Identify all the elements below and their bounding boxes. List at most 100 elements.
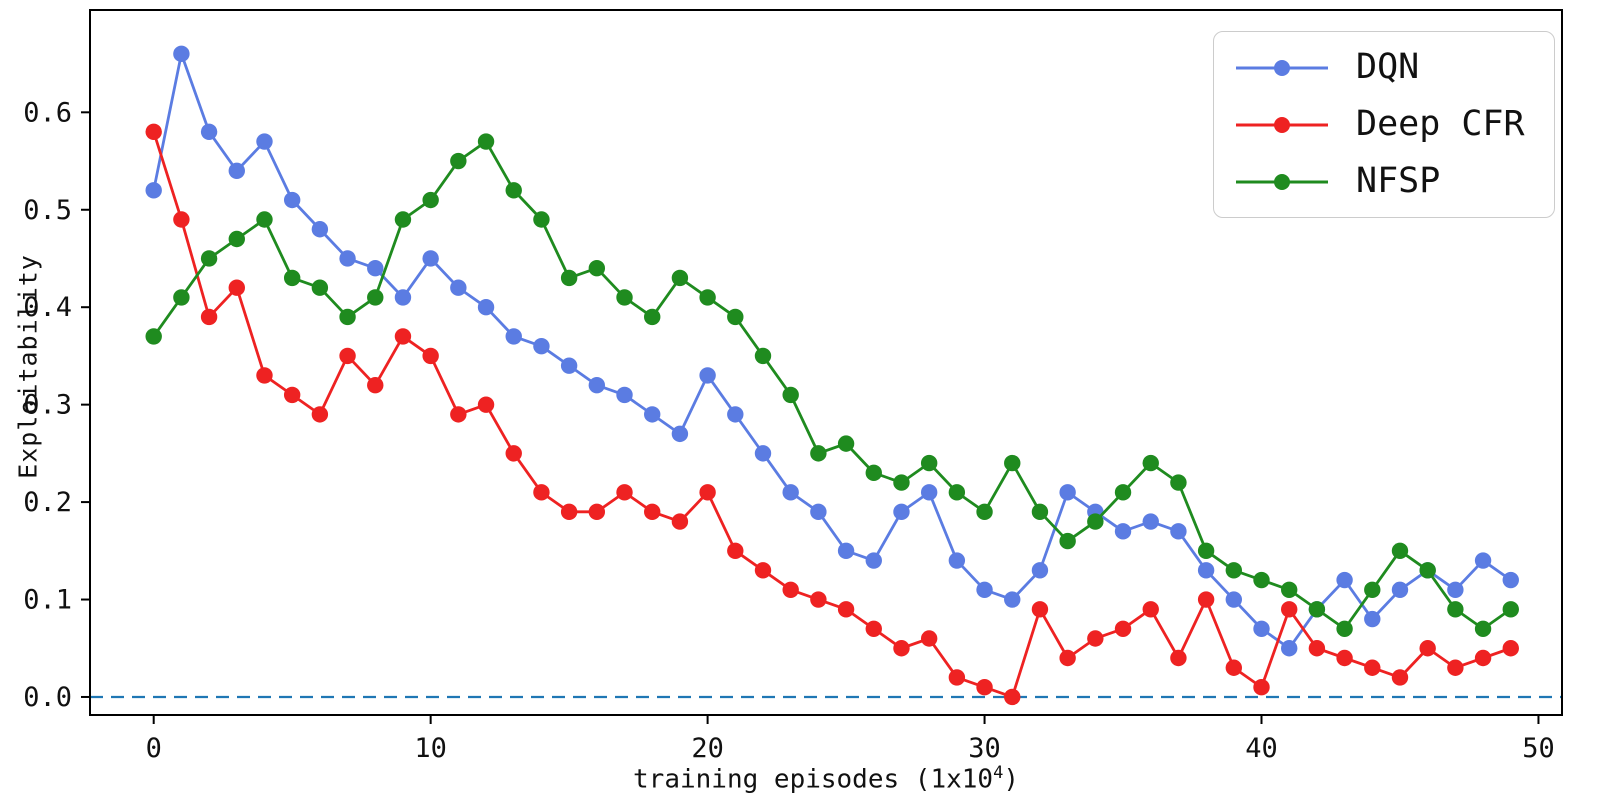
x-tick-label: 10 bbox=[414, 733, 447, 764]
data-point-nfsp-37 bbox=[1170, 474, 1187, 491]
data-point-nfsp-47 bbox=[1447, 601, 1464, 618]
y-tick-label: 0.0 bbox=[23, 682, 72, 713]
data-point-deep-cfr-34 bbox=[1087, 630, 1104, 647]
data-point-dqn-7 bbox=[339, 250, 356, 267]
legend-label-deep-cfr: Deep CFR bbox=[1356, 104, 1525, 144]
data-point-dqn-0 bbox=[145, 182, 162, 199]
data-point-nfsp-9 bbox=[394, 211, 412, 228]
data-point-dqn-43 bbox=[1336, 571, 1353, 589]
y-tick-label: 0.3 bbox=[23, 390, 72, 421]
data-point-deep-cfr-40 bbox=[1253, 679, 1270, 696]
data-point-deep-cfr-14 bbox=[533, 484, 550, 501]
data-point-nfsp-46 bbox=[1419, 562, 1436, 579]
data-point-deep-cfr-19 bbox=[671, 513, 689, 530]
data-point-dqn-33 bbox=[1059, 484, 1076, 501]
x-axis-label-close: ) bbox=[1003, 764, 1019, 795]
data-point-dqn-3 bbox=[228, 162, 245, 179]
data-point-nfsp-26 bbox=[865, 464, 882, 482]
data-point-nfsp-48 bbox=[1474, 620, 1492, 637]
data-point-dqn-8 bbox=[367, 260, 384, 277]
data-point-dqn-6 bbox=[311, 221, 329, 238]
data-point-deep-cfr-36 bbox=[1142, 601, 1159, 618]
data-point-dqn-47 bbox=[1447, 581, 1464, 598]
legend-marker-dqn bbox=[1236, 59, 1328, 76]
legend-item-deep-cfr: Deep CFR bbox=[1234, 107, 1530, 142]
data-point-dqn-48 bbox=[1474, 552, 1492, 569]
data-point-deep-cfr-11 bbox=[450, 406, 467, 423]
data-point-nfsp-19 bbox=[671, 269, 689, 287]
data-point-dqn-19 bbox=[671, 425, 689, 443]
data-point-deep-cfr-43 bbox=[1336, 649, 1353, 667]
data-point-deep-cfr-18 bbox=[644, 503, 661, 521]
data-point-deep-cfr-44 bbox=[1364, 659, 1381, 676]
data-point-dqn-35 bbox=[1114, 523, 1132, 540]
data-point-deep-cfr-21 bbox=[727, 542, 744, 560]
data-point-dqn-29 bbox=[948, 552, 966, 569]
legend-item-dqn: DQN bbox=[1234, 50, 1530, 85]
legend-marker-deep-cfr bbox=[1236, 116, 1328, 133]
data-point-dqn-1 bbox=[173, 45, 190, 63]
data-point-deep-cfr-10 bbox=[422, 347, 439, 365]
x-axis-label-main: training episodes (1x10 bbox=[633, 764, 994, 795]
data-point-nfsp-7 bbox=[339, 308, 356, 326]
data-point-deep-cfr-22 bbox=[754, 562, 772, 579]
x-tick-label: 20 bbox=[691, 733, 724, 764]
data-point-dqn-16 bbox=[588, 376, 606, 394]
data-point-dqn-28 bbox=[920, 484, 938, 501]
data-point-nfsp-36 bbox=[1142, 454, 1159, 472]
data-point-deep-cfr-6 bbox=[311, 406, 329, 423]
data-point-dqn-39 bbox=[1225, 591, 1243, 608]
legend-item-nfsp: NFSP bbox=[1234, 164, 1530, 199]
data-point-deep-cfr-8 bbox=[367, 376, 384, 394]
data-point-nfsp-45 bbox=[1391, 542, 1409, 560]
data-point-dqn-11 bbox=[450, 279, 467, 296]
data-point-dqn-40 bbox=[1253, 620, 1270, 637]
data-point-nfsp-15 bbox=[560, 269, 578, 287]
legend-dot-dqn bbox=[1274, 59, 1290, 76]
data-point-deep-cfr-47 bbox=[1447, 659, 1464, 676]
data-point-nfsp-1 bbox=[173, 289, 190, 306]
data-point-nfsp-32 bbox=[1031, 503, 1049, 521]
data-point-deep-cfr-4 bbox=[256, 367, 273, 384]
data-point-nfsp-30 bbox=[976, 503, 993, 521]
data-point-nfsp-34 bbox=[1087, 513, 1104, 530]
data-point-nfsp-22 bbox=[754, 347, 772, 365]
data-point-nfsp-38 bbox=[1197, 542, 1215, 560]
legend-marker-nfsp bbox=[1236, 173, 1328, 190]
data-point-nfsp-44 bbox=[1364, 581, 1381, 598]
y-tick-label: 0.2 bbox=[23, 487, 72, 518]
data-point-deep-cfr-32 bbox=[1031, 601, 1049, 618]
legend-label-nfsp: NFSP bbox=[1356, 161, 1441, 201]
data-point-nfsp-33 bbox=[1059, 532, 1076, 550]
data-point-nfsp-8 bbox=[367, 289, 384, 306]
data-point-nfsp-5 bbox=[283, 269, 301, 287]
legend: DQN Deep CFR NFSP bbox=[1213, 31, 1555, 218]
x-tick-label: 0 bbox=[146, 733, 162, 764]
data-point-deep-cfr-45 bbox=[1391, 669, 1409, 686]
data-point-deep-cfr-41 bbox=[1281, 601, 1298, 618]
y-tick-label: 0.5 bbox=[23, 195, 72, 226]
data-point-nfsp-14 bbox=[533, 211, 550, 228]
data-point-deep-cfr-16 bbox=[588, 503, 606, 521]
y-tick-label: 0.4 bbox=[23, 292, 72, 323]
data-point-deep-cfr-9 bbox=[394, 328, 412, 345]
data-point-nfsp-2 bbox=[200, 250, 218, 267]
data-point-deep-cfr-39 bbox=[1225, 659, 1243, 676]
data-point-deep-cfr-26 bbox=[865, 620, 882, 637]
data-point-nfsp-0 bbox=[145, 328, 162, 345]
data-point-nfsp-43 bbox=[1336, 620, 1353, 637]
data-point-nfsp-28 bbox=[920, 454, 938, 472]
data-point-deep-cfr-42 bbox=[1308, 640, 1326, 657]
data-point-deep-cfr-25 bbox=[837, 601, 855, 618]
data-point-dqn-44 bbox=[1364, 610, 1381, 628]
data-point-deep-cfr-37 bbox=[1170, 649, 1187, 667]
data-point-nfsp-31 bbox=[1004, 454, 1021, 472]
data-point-dqn-45 bbox=[1391, 581, 1409, 598]
data-point-dqn-4 bbox=[256, 133, 273, 150]
data-point-deep-cfr-30 bbox=[976, 679, 993, 696]
data-point-nfsp-10 bbox=[422, 191, 439, 209]
x-axis-label: training episodes (1x104) bbox=[526, 763, 1126, 795]
data-point-dqn-30 bbox=[976, 581, 993, 598]
